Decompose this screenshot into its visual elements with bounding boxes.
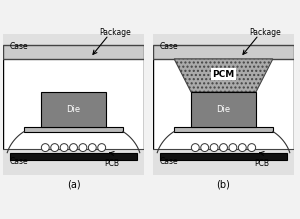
Circle shape [248,144,256,152]
Text: Package: Package [99,28,130,37]
Circle shape [98,144,106,152]
Text: Package: Package [249,28,280,37]
Bar [24,127,123,132]
Circle shape [88,144,96,152]
Text: PCB: PCB [104,159,119,168]
Circle shape [79,144,87,152]
Bar [174,127,273,132]
Text: (a): (a) [67,179,80,189]
Text: PCM: PCM [212,70,235,79]
Bar [3,45,144,59]
Circle shape [191,144,199,152]
Text: Die: Die [216,105,231,114]
Text: Case: Case [10,157,29,166]
Circle shape [238,144,246,152]
Bar [3,149,144,175]
Bar [10,153,137,161]
Bar [191,92,256,127]
Bar [153,45,294,59]
Polygon shape [174,59,273,92]
Circle shape [229,144,237,152]
Text: (b): (b) [217,179,230,189]
Circle shape [201,144,208,152]
Text: PCB: PCB [254,159,269,168]
Bar [41,92,106,127]
Circle shape [220,144,227,152]
Text: Case: Case [160,157,179,166]
Circle shape [60,144,68,152]
Circle shape [51,144,58,152]
Bar [3,34,144,59]
Bar [160,153,287,161]
Text: Case: Case [10,42,29,51]
Bar [153,149,294,175]
Bar [153,34,294,59]
Text: Die: Die [66,105,81,114]
Circle shape [70,144,77,152]
Circle shape [210,144,218,152]
Circle shape [41,144,49,152]
Text: Case: Case [160,42,179,51]
